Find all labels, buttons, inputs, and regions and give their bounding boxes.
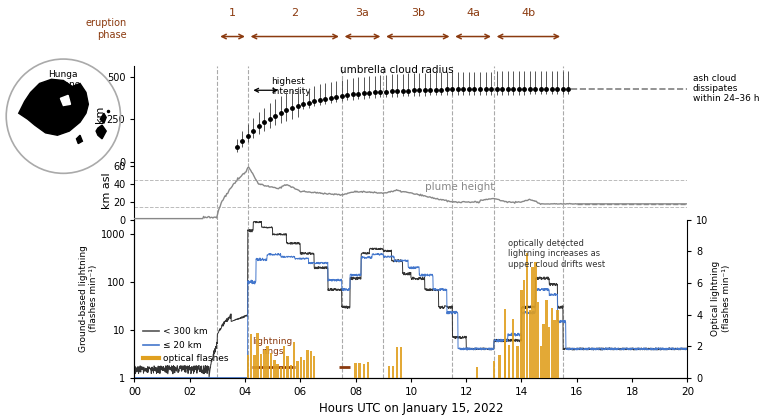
Text: Hunga
volcano: Hunga volcano [46,70,81,89]
Bar [310,352,312,378]
Bar [362,364,365,378]
Bar [283,347,286,378]
Y-axis label: km asl: km asl [101,173,111,209]
Bar [260,354,262,378]
Bar [296,361,299,378]
Bar [392,366,394,378]
Bar [520,290,523,378]
Text: ash cloud
dissipates
within 24–36 h: ash cloud dissipates within 24–36 h [693,73,760,103]
Bar [523,280,525,378]
Bar [303,360,306,378]
Bar [476,367,478,378]
Text: plume height: plume height [425,182,494,192]
Bar [542,324,545,378]
Bar [273,360,276,378]
Y-axis label: Ground-based lightning
(flashes min⁻¹): Ground-based lightning (flashes min⁻¹) [78,245,98,352]
Text: highest
intensity: highest intensity [271,77,311,96]
Bar [300,357,302,378]
Bar [286,356,289,378]
Text: 4b: 4b [521,8,535,18]
Bar [313,356,316,378]
Bar [498,355,501,378]
Bar [537,303,539,378]
Bar [280,367,282,378]
Bar [556,310,558,378]
Bar [492,361,495,378]
Text: optically detected
lightning increases as
upper cloud drifts west: optically detected lightning increases a… [508,239,604,269]
Text: 1: 1 [229,8,236,18]
Bar [526,253,528,378]
Bar [512,319,515,378]
Bar [508,345,510,378]
Polygon shape [61,95,71,105]
Bar [290,365,292,378]
Bar [359,363,361,378]
Text: 2: 2 [291,8,298,18]
Bar [250,334,253,378]
Bar [545,300,548,378]
Bar [396,347,399,378]
Bar [551,308,553,378]
Bar [253,355,256,378]
Bar [306,350,309,378]
Polygon shape [18,79,88,135]
Bar [548,327,551,378]
Text: umbrella cloud radius: umbrella cloud radius [340,65,454,75]
Bar [367,362,369,378]
Legend: < 300 km, ≤ 20 km, optical flashes: < 300 km, ≤ 20 km, optical flashes [139,324,233,367]
Bar [293,342,296,378]
Text: eruption
phase: eruption phase [85,18,127,40]
Bar [266,346,269,378]
Text: lightning
rings: lightning rings [253,337,293,356]
Bar [257,333,259,378]
Bar [534,262,537,378]
X-axis label: Hours UTC on January 15, 2022: Hours UTC on January 15, 2022 [319,402,503,415]
Text: 3a: 3a [356,8,369,18]
Y-axis label: km: km [95,105,105,123]
Bar [388,366,390,378]
Bar [528,310,531,378]
Bar [516,346,518,378]
Bar [270,354,272,378]
Bar [354,364,357,378]
Polygon shape [101,113,106,123]
Bar [276,364,279,378]
Bar [540,346,542,378]
Bar [400,347,402,378]
Polygon shape [96,125,106,139]
Bar [504,340,506,378]
Bar [531,267,534,378]
Bar [554,320,556,378]
Text: 3b: 3b [411,8,425,18]
Bar [247,355,249,378]
Bar [504,309,506,378]
Bar [263,351,266,378]
Y-axis label: Optical lightning
(flashes min⁻¹): Optical lightning (flashes min⁻¹) [711,261,731,337]
Polygon shape [77,135,82,144]
Text: 4a: 4a [466,8,480,18]
